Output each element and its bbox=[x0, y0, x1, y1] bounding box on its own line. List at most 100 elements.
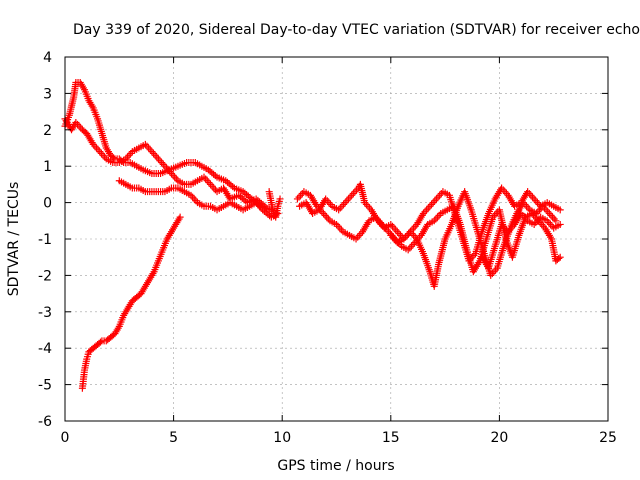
y-axis-label: SDTVAR / TECUs bbox=[6, 182, 22, 297]
track-f-point bbox=[544, 208, 552, 216]
track-f-point bbox=[364, 202, 372, 210]
track-b-series bbox=[61, 115, 269, 210]
x-tick-label: 0 bbox=[61, 430, 70, 446]
y-tick-label: -3 bbox=[38, 305, 52, 321]
track-g-point bbox=[556, 206, 564, 214]
axis-ticks: 0 5 10 15 20 25 -6 -5 -4 -3 -2 -1 0 1 2 3 4 bbox=[38, 50, 617, 446]
track-b-point bbox=[211, 186, 219, 194]
track-b-point bbox=[156, 157, 164, 165]
track-b-point bbox=[153, 153, 161, 161]
track-g-point bbox=[527, 191, 535, 199]
track-i-series bbox=[265, 188, 284, 221]
track-f-point bbox=[341, 199, 349, 207]
data-series bbox=[61, 78, 564, 392]
track-b-point bbox=[208, 182, 216, 190]
track-e-point bbox=[336, 224, 344, 232]
track-b-point bbox=[150, 149, 158, 157]
y-tick-label: 2 bbox=[43, 123, 52, 139]
track-i-point bbox=[276, 195, 284, 203]
x-tick-label: 10 bbox=[273, 430, 291, 446]
track-h-series bbox=[478, 210, 564, 272]
x-tick-label: 25 bbox=[599, 430, 617, 446]
track-f-point bbox=[336, 204, 344, 212]
y-tick-label: 0 bbox=[43, 196, 52, 212]
y-tick-label: 4 bbox=[43, 50, 52, 66]
track-g-point bbox=[532, 197, 540, 205]
y-tick-label: -2 bbox=[38, 268, 52, 284]
track-b-point bbox=[202, 175, 210, 183]
track-b-point bbox=[75, 122, 83, 130]
track-g-series bbox=[387, 184, 564, 265]
track-b-point bbox=[94, 146, 102, 154]
y-tick-label: 1 bbox=[43, 159, 52, 175]
track-b-point bbox=[96, 148, 104, 156]
y-tick-label: -5 bbox=[38, 378, 52, 394]
track-g-point bbox=[437, 190, 445, 197]
y-tick-label: -6 bbox=[38, 414, 52, 430]
track-b-point bbox=[125, 151, 133, 159]
track-e-point bbox=[321, 211, 329, 219]
track-g-point bbox=[405, 230, 413, 238]
track-e-point bbox=[319, 210, 327, 218]
y-tick-label: -1 bbox=[38, 232, 52, 248]
track-f-point bbox=[397, 231, 405, 239]
track-e-point bbox=[293, 195, 301, 203]
track-b-point bbox=[158, 159, 166, 167]
track-e-point bbox=[406, 244, 414, 252]
track-b-point bbox=[146, 146, 154, 154]
track-a-point bbox=[110, 154, 118, 162]
track-g-point bbox=[403, 231, 411, 239]
track-b-point bbox=[171, 173, 179, 181]
track-g-point bbox=[424, 204, 432, 212]
track-f-point bbox=[549, 213, 557, 221]
track-e-point bbox=[556, 253, 564, 261]
y-tick-label: -4 bbox=[38, 341, 52, 357]
track-e-point bbox=[433, 213, 441, 221]
track-g-point bbox=[431, 197, 439, 205]
track-g-point bbox=[426, 202, 434, 210]
track-g-point bbox=[434, 193, 442, 201]
track-g-point bbox=[408, 226, 416, 234]
track-f-point bbox=[346, 193, 354, 201]
track-b-point bbox=[99, 151, 107, 159]
track-e-point bbox=[295, 193, 303, 201]
track-e-point bbox=[323, 213, 331, 221]
grid-lines bbox=[65, 57, 608, 421]
track-b-point bbox=[148, 148, 156, 156]
track-b-point bbox=[97, 149, 105, 157]
track-g-point bbox=[423, 206, 431, 214]
track-b-point bbox=[159, 160, 167, 168]
track-b-point bbox=[169, 171, 177, 179]
track-g-point bbox=[429, 199, 437, 207]
track-f-point bbox=[545, 210, 553, 218]
track-f-point bbox=[344, 195, 352, 203]
track-b-point bbox=[207, 180, 215, 188]
track-e-point bbox=[298, 190, 306, 197]
track-f-point bbox=[348, 191, 356, 199]
track-e-point bbox=[409, 240, 417, 248]
track-c-series bbox=[115, 177, 282, 221]
track-f-point bbox=[393, 228, 401, 236]
track-f-point bbox=[523, 202, 531, 210]
track-d-point bbox=[96, 338, 104, 346]
track-f-point bbox=[395, 230, 403, 238]
track-c-point bbox=[190, 195, 198, 203]
track-b-point bbox=[143, 142, 151, 150]
x-tick-label: 15 bbox=[382, 430, 400, 446]
track-f-point bbox=[547, 211, 555, 219]
track-g-point bbox=[432, 195, 440, 203]
track-g-point bbox=[406, 228, 414, 236]
x-tick-label: 5 bbox=[169, 430, 178, 446]
chart-title: Day 339 of 2020, Sidereal Day-to-day VTE… bbox=[73, 22, 640, 38]
track-b-point bbox=[92, 144, 100, 152]
track-d-series bbox=[78, 213, 184, 392]
y-tick-label: 3 bbox=[43, 86, 52, 102]
track-g-point bbox=[530, 195, 538, 203]
track-f-point bbox=[550, 215, 558, 223]
track-f-point bbox=[388, 222, 396, 230]
track-b-point bbox=[151, 151, 159, 159]
track-h-point bbox=[548, 222, 556, 230]
track-f-point bbox=[392, 226, 400, 234]
track-f-point bbox=[542, 206, 550, 214]
